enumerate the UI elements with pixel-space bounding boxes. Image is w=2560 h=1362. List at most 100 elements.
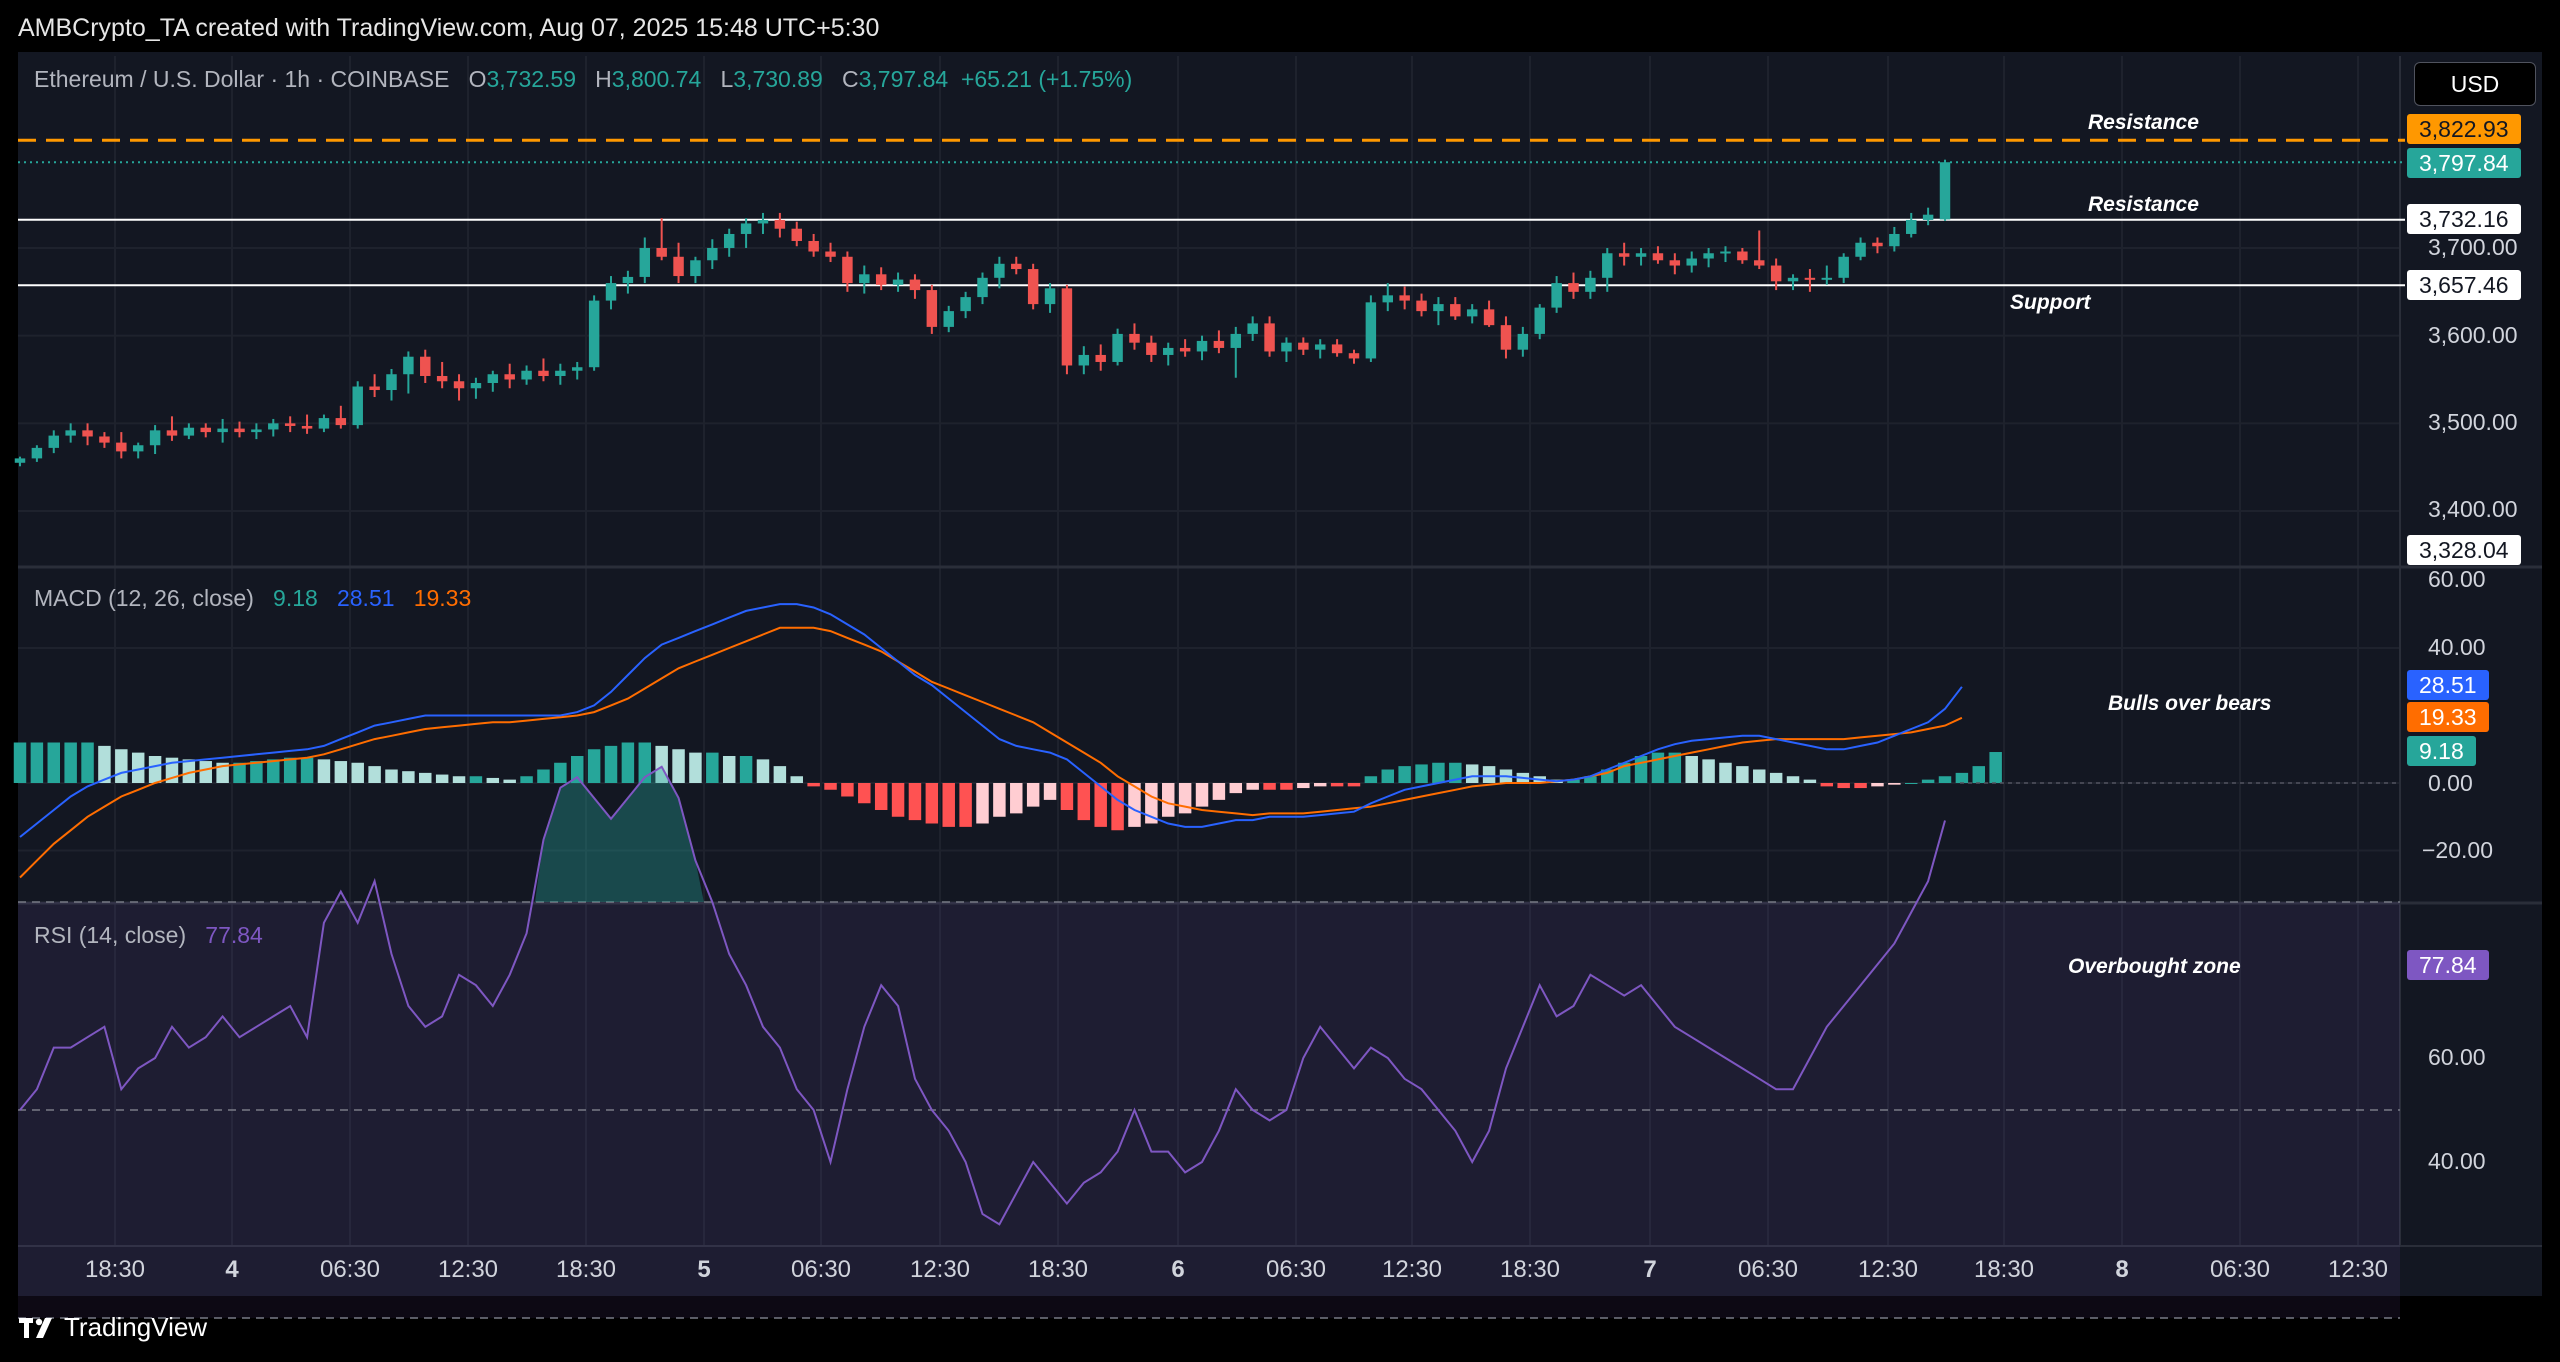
macd-histogram-bar [908,783,922,821]
macd-histogram-bar [756,759,770,783]
bearish-candle [335,418,347,426]
macd-histogram-bar [1010,783,1023,814]
bearish-candle [301,425,313,429]
macd-histogram-bar [706,752,719,783]
open-value: 3,732.59 [486,66,576,92]
bearish-candle [1770,265,1782,282]
bearish-candle [1483,309,1495,326]
bearish-candle [656,248,667,257]
macd-histogram-bar [368,766,381,783]
macd-histogram-bar [1651,752,1665,783]
macd-line-value: 28.51 [336,585,395,611]
bearish-candle [1095,354,1106,362]
macd-histogram-bar [1702,759,1715,783]
bullish-candle [1602,253,1613,278]
bearish-candle [284,423,296,426]
bullish-candle [605,283,617,301]
macd-histogram-bar [1077,783,1091,821]
bearish-candle [909,279,921,291]
macd-histogram-bar [1482,766,1496,783]
macd-histogram-bar [587,749,601,783]
macd-histogram-bar [1128,783,1141,827]
bullish-candle [943,311,954,327]
bullish-candle [690,260,701,277]
price-tick: 3,500.00 [2428,409,2518,435]
macd-histogram-bar [672,749,685,783]
rsi-overbought-fill [535,766,704,902]
bearish-candle [1011,263,1022,270]
macd-histogram-bar [300,757,314,783]
macd-histogram-bar [1584,776,1597,783]
bullish-candle [1534,307,1545,334]
macd-histogram-bar [1145,783,1158,824]
time-axis-label: 12:30 [1381,1256,1443,1283]
close-value: 3,797.84 [858,66,949,92]
bearish-candle [1348,353,1360,359]
time-axis-label: 18:30 [1973,1256,2035,1283]
macd-histogram-bar [790,776,803,783]
macd-histogram-bar [1904,783,1918,784]
macd-histogram-bar [1297,783,1310,789]
macd-histogram-bar [807,783,820,787]
currency-button[interactable]: USD [2414,62,2536,106]
macd-legend: MACD (12, 26, close) 9.18 28.51 19.33 [34,585,471,612]
bearish-candle [1754,260,1765,266]
low-value: 3,730.89 [733,66,823,92]
bearish-candle [1213,340,1225,348]
macd-histogram-bar [1111,783,1124,831]
macd-histogram-bar [739,756,753,783]
bullish-candle [14,458,26,463]
bullish-candle [1720,251,1731,254]
bearish-candle [1399,295,1410,301]
macd-histogram-bar [1786,776,1800,783]
symbol-label: Ethereum / U.S. Dollar · 1h · COINBASE [34,66,450,92]
resistance-lower-tag: 3,732.16 [2407,204,2521,234]
macd-histogram-bar [283,757,297,783]
bullish-candle [1281,342,1292,352]
macd-histogram-bar [1094,783,1107,827]
bearish-candle [166,430,178,436]
macd-histogram-tag: 9.18 [2407,736,2476,766]
time-axis-label: 18:30 [84,1256,146,1283]
bearish-candle [1416,300,1427,312]
bullish-candle [1247,323,1258,334]
macd-histogram-bar [1449,762,1462,783]
high-label: H [595,66,612,92]
time-axis-label: 12:30 [909,1256,971,1283]
macd-histogram-bar [1820,783,1834,787]
macd-histogram-bar [520,776,533,783]
bearish-candle [673,256,684,277]
macd-histogram-bar [874,783,888,810]
bearish-candle [1331,344,1343,354]
macd-histogram-bar [486,777,500,783]
time-axis-label: 8 [2115,1256,2129,1283]
macd-histogram-bar [858,783,871,804]
macd-histogram-bar [469,776,483,783]
bearish-candle [1129,333,1140,343]
rsi-title: RSI (14, close) [34,922,187,948]
bullish-candle [48,435,60,448]
macd-histogram-bar [47,742,61,783]
bearish-candle [1872,242,1883,247]
macd-histogram-bar [1921,779,1935,783]
macd-tick: 40.00 [2428,634,2486,660]
macd-histogram-bar [1769,772,1783,783]
macd-histogram-bar [30,742,44,783]
macd-histogram-bar [841,783,854,797]
macd-histogram-bar [1837,783,1850,789]
time-axis-label: 12:30 [2327,1256,2389,1283]
time-axis-label: 7 [1643,1256,1657,1283]
bullish-candle [1314,344,1326,350]
macd-histogram-bar [891,783,905,817]
macd-histogram-bar [351,762,364,783]
bullish-candle [1230,333,1242,348]
macd-histogram-bar [1026,783,1040,807]
macd-histogram-bar [1043,783,1057,800]
bullish-candle [1078,354,1090,366]
macd-histogram-bar [1803,779,1817,783]
time-axis-label: 06:30 [319,1256,381,1283]
macd-histogram-bar [1972,766,1986,783]
bullish-candle [723,233,735,248]
low-mark-tag: 3,328.04 [2407,535,2521,565]
